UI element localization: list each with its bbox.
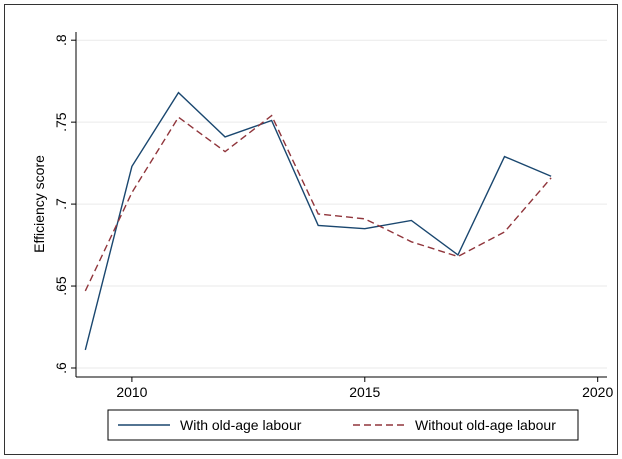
y-axis-label: Efficiency score [31, 155, 47, 253]
x-tick-label: 2020 [582, 384, 613, 400]
y-tick-label: .8 [53, 34, 69, 46]
legend-label: Without old-age labour [415, 417, 556, 433]
series-line [84, 114, 552, 292]
y-tick-label: .6 [53, 362, 69, 374]
x-tick-label: 2010 [116, 384, 147, 400]
y-tick-label: .7 [53, 198, 69, 210]
y-tick-label: .75 [53, 112, 69, 132]
y-tick-label: .65 [53, 276, 69, 296]
legend-box [107, 409, 579, 441]
x-tick-label: 2015 [349, 384, 380, 400]
series-line [84, 91, 552, 351]
legend-label: With old-age labour [180, 417, 302, 433]
